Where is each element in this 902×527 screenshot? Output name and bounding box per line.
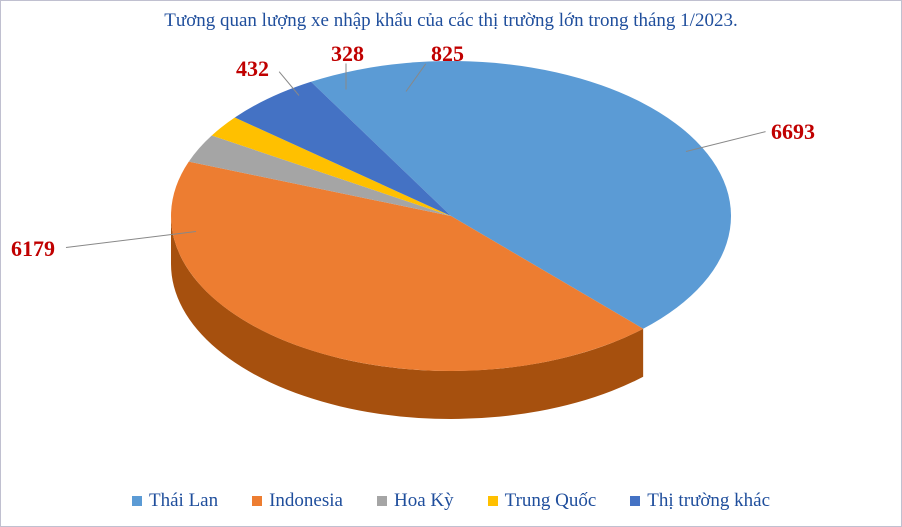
data-label: 825 <box>431 41 464 67</box>
legend-swatch <box>630 496 640 506</box>
legend-swatch <box>132 496 142 506</box>
legend-label: Thị trường khác <box>647 490 770 512</box>
legend-label: Trung Quốc <box>505 490 597 512</box>
legend-item: Thị trường khác <box>630 490 770 512</box>
data-label: 328 <box>331 41 364 67</box>
data-label: 6693 <box>771 119 815 145</box>
legend-swatch <box>377 496 387 506</box>
legend-item: Indonesia <box>252 490 343 512</box>
legend-label: Indonesia <box>269 490 343 512</box>
legend-swatch <box>488 496 498 506</box>
legend-swatch <box>252 496 262 506</box>
data-label: 6179 <box>11 236 55 262</box>
legend-label: Thái Lan <box>149 490 218 512</box>
legend: Thái Lan Indonesia Hoa Kỳ Trung Quốc Thị trư… <box>1 490 901 512</box>
pie-chart <box>171 61 731 441</box>
legend-item: Trung Quốc <box>488 490 597 512</box>
chart-title: Tương quan lượng xe nhập khẩu của các th… <box>1 10 901 32</box>
legend-item: Thái Lan <box>132 490 218 512</box>
data-label: 432 <box>236 56 269 82</box>
legend-item: Hoa Kỳ <box>377 490 454 512</box>
legend-label: Hoa Kỳ <box>394 490 454 512</box>
leader-line <box>346 64 347 90</box>
